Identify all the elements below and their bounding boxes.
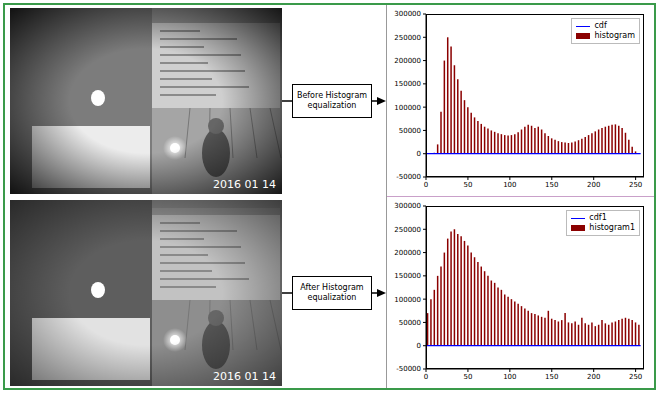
svg-text:0: 0 [417, 150, 421, 158]
html-text:histogram: histogram [594, 31, 635, 40]
svg-text:150000: 150000 [394, 272, 421, 280]
svg-text:100000: 100000 [394, 296, 421, 304]
svg-text:50000: 50000 [399, 127, 421, 135]
svg-text:150: 150 [545, 181, 558, 189]
svg-text:200: 200 [587, 181, 600, 189]
svg-text:100: 100 [503, 373, 516, 381]
html-text:histogram1: histogram1 [589, 223, 635, 232]
svg-text:-50000: -50000 [396, 173, 421, 181]
svg-text:250000: 250000 [394, 34, 421, 42]
html-text:cdf1: cdf1 [589, 213, 607, 222]
svg-text:100000: 100000 [394, 104, 421, 112]
svg-text:50000: 50000 [399, 319, 421, 327]
svg-text:250: 250 [629, 181, 642, 189]
svg-text:200000: 200000 [394, 249, 421, 257]
svg-text:-50000: -50000 [396, 365, 421, 373]
svg-text:200: 200 [587, 373, 600, 381]
svg-text:50: 50 [463, 373, 472, 381]
svg-text:100: 100 [503, 181, 516, 189]
svg-text:0: 0 [424, 181, 428, 189]
svg-text:2016 01 14: 2016 01 14 [213, 370, 276, 383]
html-text:After Histogram equalization: After Histogram equalization [300, 283, 364, 302]
svg-text:150: 150 [545, 373, 558, 381]
svg-text:50: 50 [463, 181, 472, 189]
svg-text:200000: 200000 [394, 57, 421, 65]
svg-text:300000: 300000 [394, 10, 421, 18]
svg-text:0: 0 [417, 342, 421, 350]
html-text:Before Histogram equalization: Before Histogram equalization [296, 91, 368, 110]
html-text:cdf: cdf [594, 21, 607, 30]
svg-text:0: 0 [424, 373, 428, 381]
svg-text:2016 01 14: 2016 01 14 [213, 178, 276, 191]
svg-text:300000: 300000 [394, 202, 421, 210]
svg-text:150000: 150000 [394, 80, 421, 88]
svg-text:250: 250 [629, 373, 642, 381]
svg-text:250000: 250000 [394, 226, 421, 234]
